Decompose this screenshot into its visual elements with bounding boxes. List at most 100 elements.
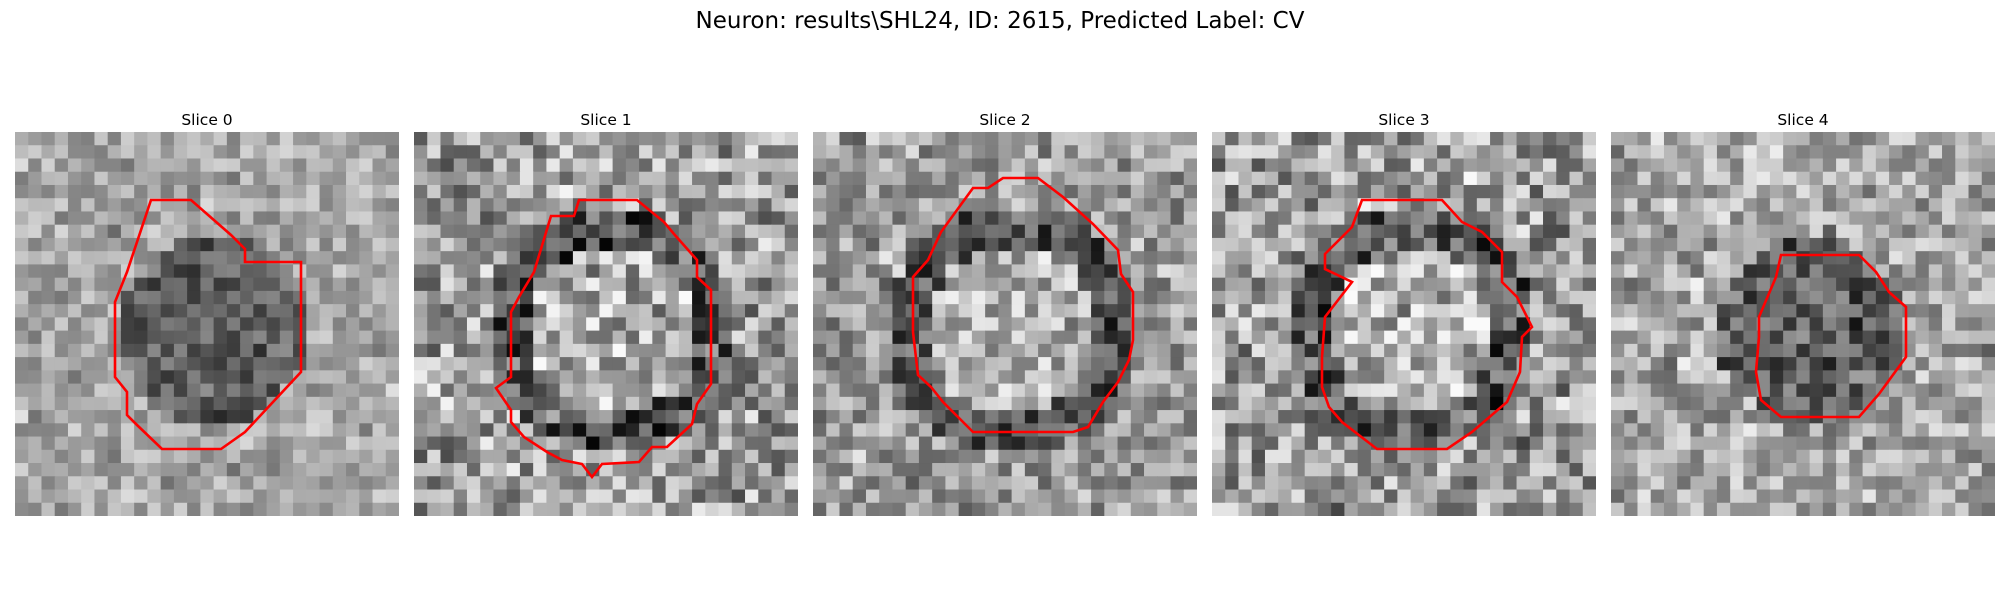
- pixel: [625, 251, 640, 266]
- pixel: [932, 251, 947, 266]
- pixel: [1038, 132, 1052, 146]
- pixel: [533, 198, 548, 213]
- pixel: [826, 304, 841, 318]
- pixel: [1450, 277, 1465, 292]
- pixel: [107, 489, 122, 504]
- pixel: [813, 290, 827, 305]
- pixel: [1637, 198, 1652, 213]
- pixel: [1357, 410, 1372, 424]
- pixel: [120, 290, 135, 305]
- pixel: [879, 224, 894, 239]
- pixel: [266, 224, 281, 239]
- pixel: [1703, 317, 1718, 332]
- pixel: [1238, 237, 1253, 252]
- pixel: [1690, 383, 1705, 398]
- pixel: [1743, 304, 1758, 318]
- pixel: [586, 489, 600, 504]
- pixel: [1624, 410, 1639, 424]
- pixel: [466, 251, 481, 266]
- pixel: [1543, 171, 1557, 186]
- pixel: [1516, 343, 1531, 358]
- pixel: [1423, 171, 1438, 186]
- pixel: [1384, 463, 1398, 477]
- pixel: [1981, 211, 1995, 226]
- pixel: [1690, 184, 1705, 199]
- pixel: [572, 264, 587, 279]
- pixel: [385, 158, 399, 173]
- pixel: [1077, 171, 1092, 186]
- pixel: [453, 158, 468, 173]
- pixel: [625, 489, 640, 504]
- pixel: [1423, 502, 1438, 516]
- pixel: [985, 357, 999, 371]
- pixel: [1529, 383, 1544, 398]
- pixel: [1902, 224, 1917, 239]
- pixel: [319, 145, 334, 160]
- pixel: [346, 264, 360, 279]
- pixel: [784, 370, 798, 385]
- pixel: [1743, 383, 1758, 398]
- pixel: [200, 237, 215, 252]
- pixel: [440, 290, 455, 305]
- pixel: [493, 224, 508, 239]
- pixel: [784, 198, 798, 213]
- pixel: [1981, 158, 1995, 173]
- pixel: [1796, 383, 1811, 398]
- pixel: [1862, 423, 1877, 438]
- pixel: [971, 132, 986, 146]
- pixel: [1968, 145, 1983, 160]
- pixel: [1117, 449, 1132, 464]
- pixel: [1769, 343, 1784, 358]
- pixel: [466, 304, 481, 318]
- pixel: [1384, 476, 1398, 491]
- pixel: [1516, 476, 1531, 491]
- pixel: [1370, 502, 1385, 516]
- pixel: [1024, 304, 1039, 318]
- pixel: [480, 237, 495, 252]
- slice-title-2: Slice 2: [979, 111, 1031, 129]
- pixel: [865, 184, 880, 199]
- pixel: [1529, 184, 1544, 199]
- pixel: [1611, 158, 1625, 173]
- pixel: [1849, 158, 1864, 173]
- pixel: [1104, 436, 1119, 451]
- pixel: [1783, 211, 1797, 226]
- pixel: [905, 343, 920, 358]
- pixel: [1463, 198, 1478, 213]
- pixel: [147, 396, 162, 411]
- pixel: [1690, 423, 1705, 438]
- pixel: [678, 198, 693, 213]
- pixel: [54, 237, 69, 252]
- pixel: [945, 476, 960, 491]
- pixel: [1611, 304, 1625, 318]
- pixel: [639, 277, 653, 292]
- pixel: [319, 436, 334, 451]
- pixel: [1902, 330, 1917, 345]
- pixel: [546, 290, 561, 305]
- pixel: [625, 423, 640, 438]
- pixel: [1476, 145, 1491, 160]
- pixel: [1743, 132, 1758, 146]
- pixel: [1730, 449, 1745, 464]
- pixel: [1410, 158, 1425, 173]
- pixel: [586, 145, 600, 160]
- pixel: [745, 357, 759, 371]
- pixel: [971, 198, 986, 213]
- pixel: [1902, 489, 1917, 504]
- pixel: [865, 277, 880, 292]
- pixel: [958, 357, 973, 371]
- pixel: [1849, 330, 1864, 345]
- pixel: [319, 502, 334, 516]
- pixel: [279, 370, 294, 385]
- pixel: [372, 224, 387, 239]
- pixel: [519, 158, 534, 173]
- pixel: [1730, 277, 1745, 292]
- pixel: [306, 237, 321, 252]
- pixel: [1663, 423, 1678, 438]
- pixel: [1463, 171, 1478, 186]
- pixel: [1875, 476, 1890, 491]
- pixel: [1769, 489, 1784, 504]
- pixel: [332, 277, 347, 292]
- pixel: [173, 449, 188, 464]
- pixel: [1144, 343, 1158, 358]
